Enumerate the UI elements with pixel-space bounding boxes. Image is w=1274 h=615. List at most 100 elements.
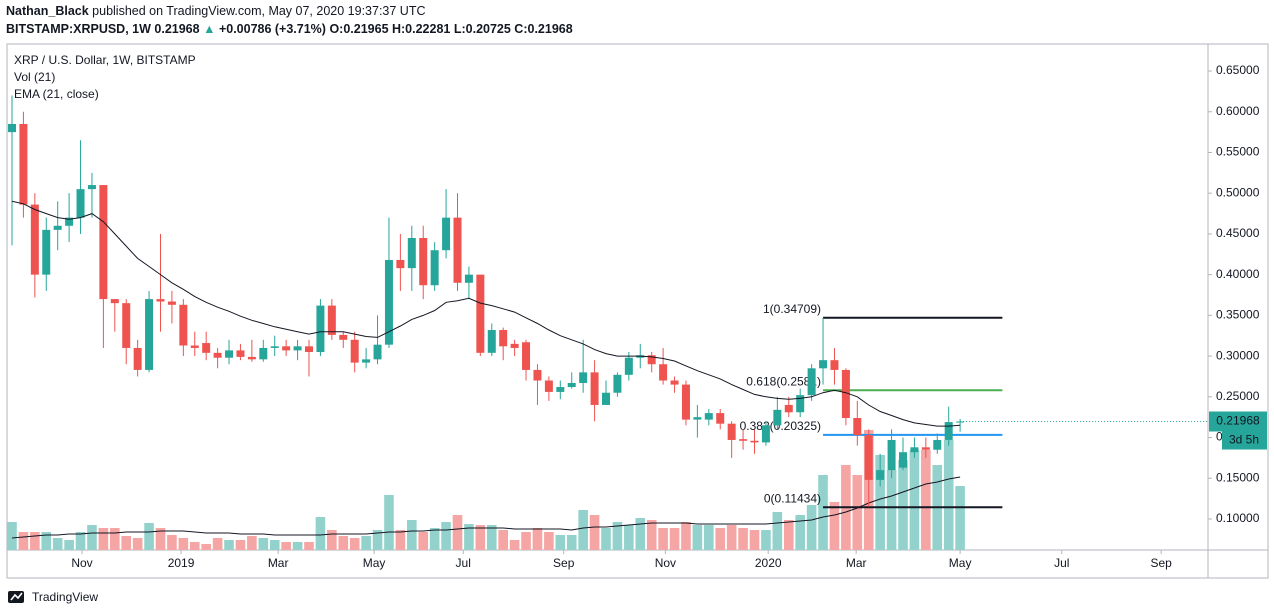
volume-bar [18,532,29,550]
published: published on TradingView.com, May 07, 20… [92,4,425,18]
candle-body [876,470,885,480]
candle-body [910,447,919,453]
candle-body [304,346,313,353]
candle-body [567,382,576,388]
author: Nathan_Black [6,4,89,18]
x-tick-label: May [363,556,386,570]
candle-body [293,346,302,351]
volume-ma-line [11,476,961,539]
volume-bar [921,450,931,550]
candle-body [87,185,96,190]
volume-bar [201,544,211,550]
candle-body [396,259,405,269]
volume-bar [875,455,885,550]
candle-body [99,185,108,300]
volume-bar [715,528,726,550]
candle-body [362,359,371,363]
candle-body [42,229,51,275]
candle-body [156,299,165,302]
volume-bar [704,525,714,550]
x-tick-label: Jul [1054,556,1069,570]
candle-body [933,439,942,450]
indicator-label: EMA (21, close) [14,87,99,101]
candle-body [213,352,222,358]
volume-bar [886,470,897,550]
candle-body [225,350,234,358]
y-tick-label: 0.65000 [1216,63,1260,77]
x-tick-label: May [949,556,972,570]
candle-body [236,350,245,357]
candle-body [510,343,519,348]
ema-line [11,200,961,427]
x-tick-label: Sep [1150,556,1172,570]
candle-body [487,330,496,353]
y-tick-label: 0.50000 [1216,185,1260,199]
candle-body [864,435,873,480]
volume-bar [315,517,326,550]
candle-body [76,189,85,218]
volume-bar [738,528,748,550]
y-tick-label: 0.60000 [1216,104,1260,118]
x-tick-label: 2020 [755,556,782,570]
volume-bar [475,525,486,550]
volume-bar [281,542,291,550]
volume-bar [269,540,280,550]
volume-bar [361,536,371,550]
volume-bar [41,532,52,550]
candle-body [202,343,211,353]
candle-body [556,387,565,392]
candle-body [739,439,748,441]
volume-bar [418,532,429,550]
volume-bar [692,525,703,550]
volume-bar [589,515,600,550]
candle-body [19,123,28,205]
candle-body [122,303,131,348]
volume-bar [646,520,657,550]
volume-bar [212,538,223,550]
volume-bar [852,475,863,550]
candle-body [53,225,62,230]
fib-label: 1(0.34709) [763,302,821,316]
candle-body [407,237,416,269]
volume-bar [30,532,40,550]
volume-bar [64,540,74,550]
candle-body [716,413,725,424]
x-tick-label: Jul [456,556,471,570]
y-tick-label: 0.25000 [1216,389,1260,403]
candle-body [704,413,713,420]
candle-body [807,368,816,396]
candle-body [7,123,16,133]
fib-label: 0(0.11434) [764,491,821,505]
candle-body [270,346,279,348]
volume-bar [601,528,611,550]
candle-body [316,305,325,353]
volume-bar [806,505,817,550]
volume-bar [87,525,97,550]
candle-body [921,447,930,450]
candle-body [419,237,428,286]
volume-bar [121,536,132,550]
volume-bar [224,540,234,550]
chart-frame [6,43,1269,579]
candle-body [339,334,348,340]
volume-bar [464,524,474,550]
candle-body [533,369,542,381]
quote-line: BITSTAMP:XRPUSD, 1W 0.21968 ▲ +0.00786 (… [6,22,573,36]
volume-bar [75,532,86,550]
volume-bar [498,530,508,550]
volume-bar [578,510,588,550]
candle-body [179,304,188,346]
volume-bar [155,528,166,550]
volume-bar [795,515,805,550]
candle-body [259,347,268,360]
last-price-tag [1209,411,1267,432]
volume-bar [943,440,954,550]
last-price-label: 0.21968 [1216,414,1260,428]
volume-bar [441,522,451,550]
change: +0.00786 (+3.71%) [219,22,326,36]
volume-bar [635,518,646,550]
volume-bar [566,535,577,550]
volume-bar [612,522,623,550]
candle-body [579,372,588,383]
